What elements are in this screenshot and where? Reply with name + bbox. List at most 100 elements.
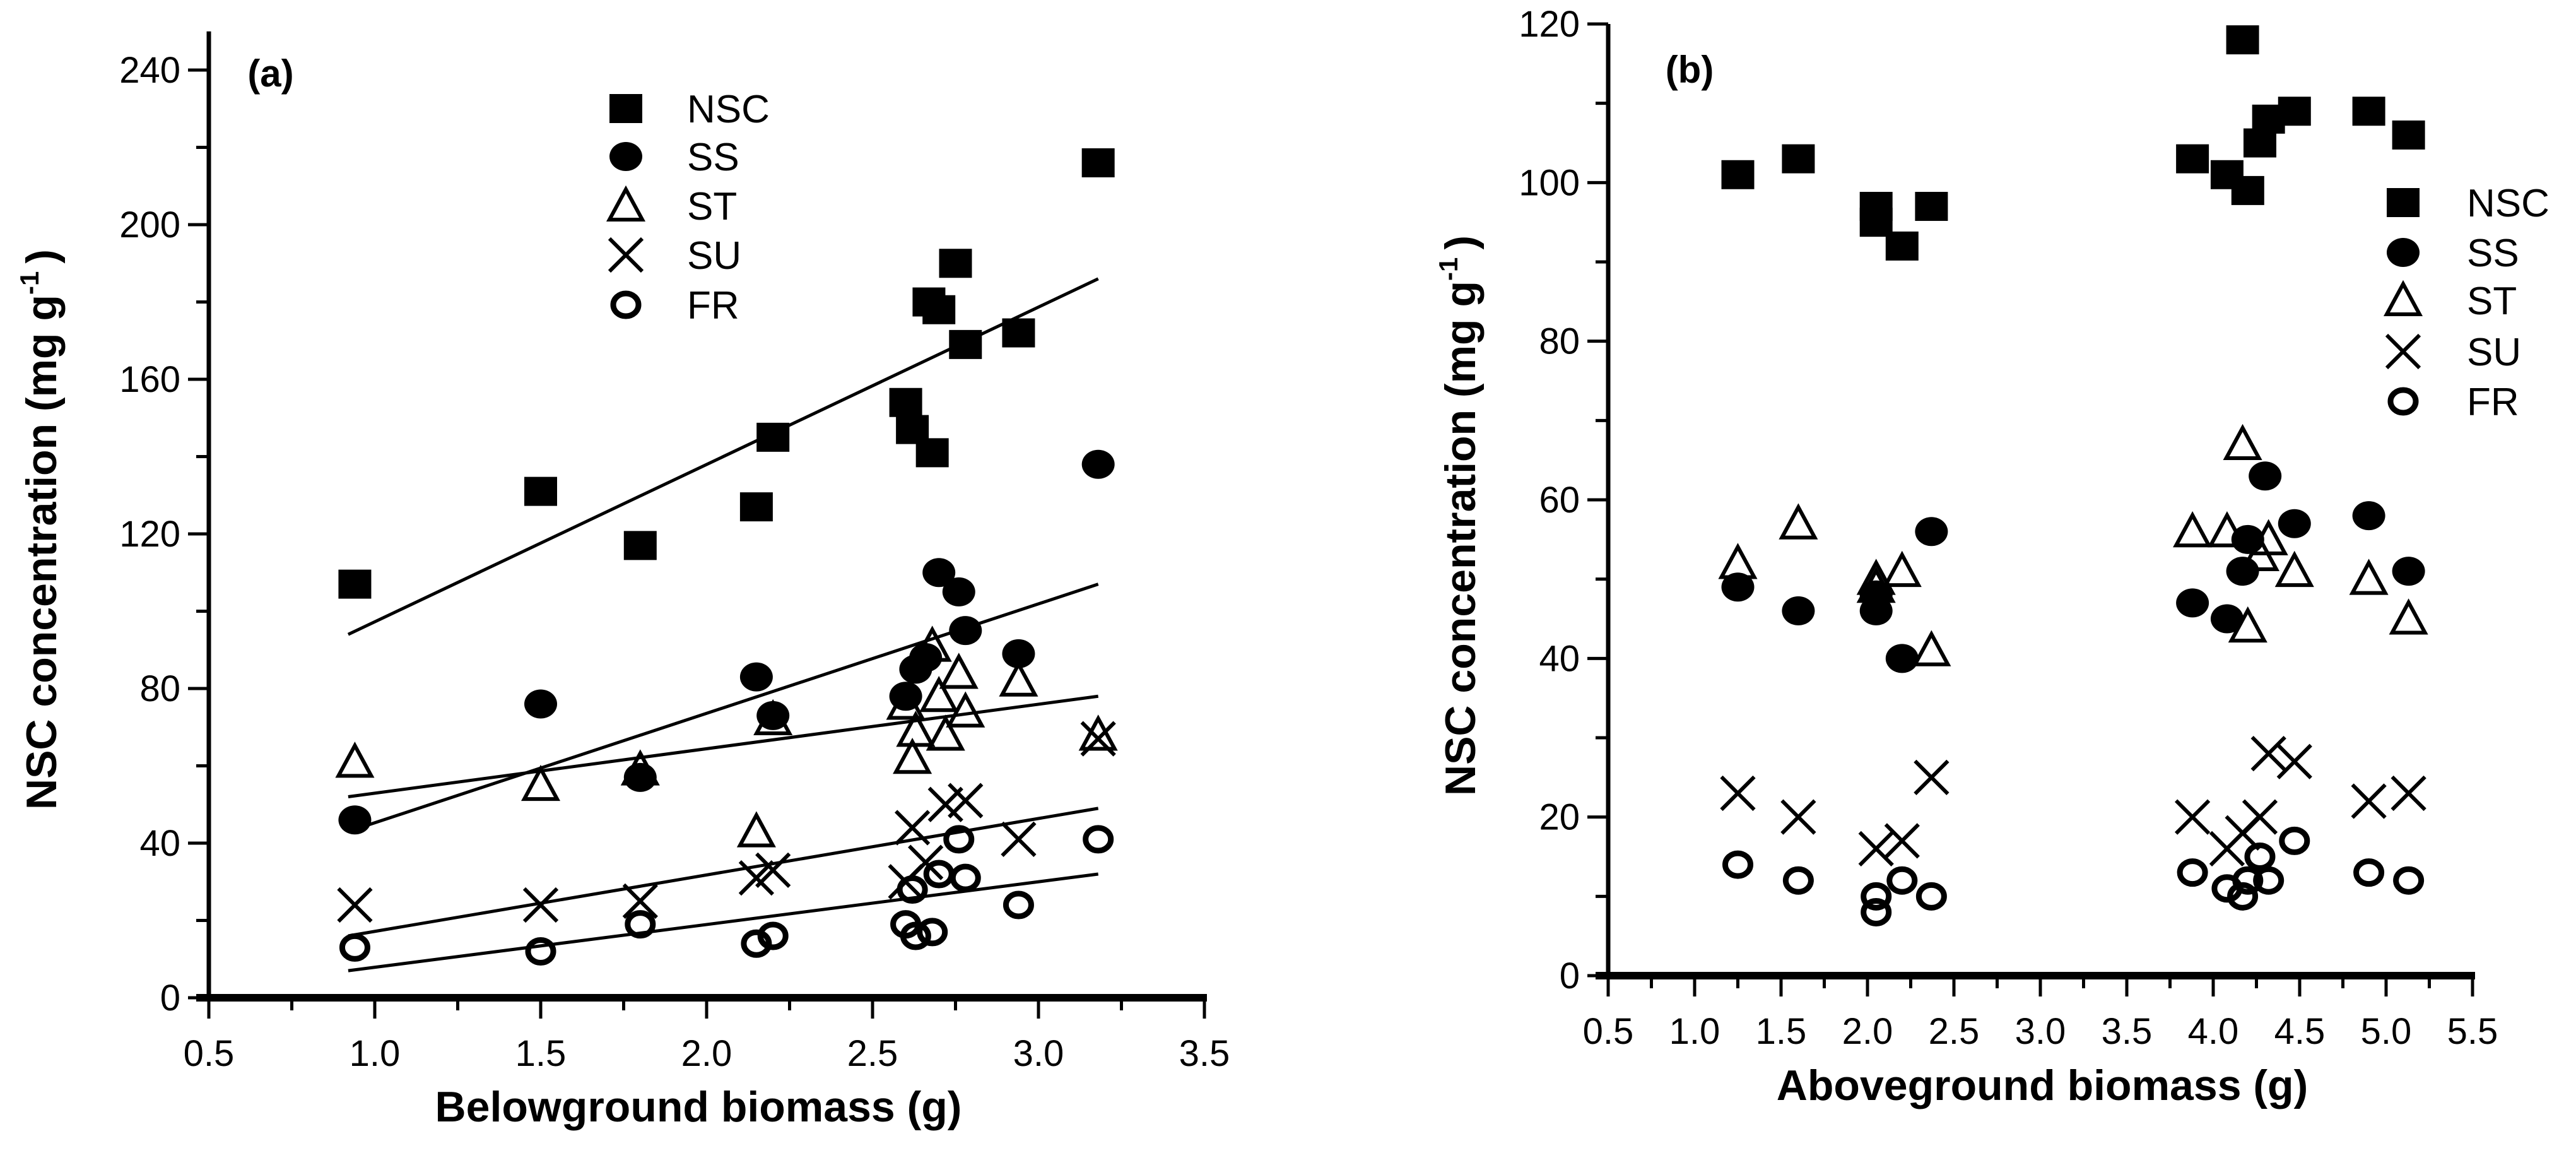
series-st	[1718, 423, 2428, 666]
x-tick-label: 4.0	[2188, 1011, 2239, 1052]
y-tick-label: 40	[139, 823, 180, 864]
panel-b: 0.5 1.0 1.5 2.0 2.5 3.0 3.5 4.0 4.5 5.0 5.5 0 20 40 60…	[1433, 4, 2550, 1109]
y-tick-label: 80	[1539, 321, 1580, 362]
data-point-ss	[1885, 644, 1919, 673]
legend-label: ST	[687, 185, 737, 228]
data-point-su	[2351, 783, 2387, 819]
x-tick-label: 1.0	[350, 1033, 401, 1074]
legend-item-nsc: NSC	[2387, 182, 2550, 225]
x-axis-title: Aboveground biomass (g)	[1777, 1061, 2308, 1109]
series-su	[1720, 736, 2426, 867]
data-point-st	[912, 625, 952, 662]
data-point-st	[896, 711, 936, 747]
data-point-nsc	[1782, 144, 1815, 174]
data-point-nsc	[949, 329, 982, 359]
series-st	[335, 625, 1118, 848]
y-axis-title-close: )	[18, 249, 66, 264]
data-point-nsc	[939, 249, 972, 278]
data-point-fr	[2232, 866, 2264, 895]
y-tick-label: 100	[1519, 162, 1580, 203]
legend-item-su: SU	[608, 234, 741, 278]
legend-marker-nsc	[609, 94, 642, 123]
data-point-ss	[949, 616, 982, 646]
x-tick-label: 4.5	[2274, 1011, 2326, 1052]
legend-item-ss: SS	[609, 136, 739, 179]
panel-label: (a)	[247, 52, 293, 95]
data-point-ss	[2392, 557, 2425, 586]
data-point-nsc	[1915, 192, 1948, 222]
data-point-nsc	[524, 476, 557, 506]
data-point-nsc	[739, 492, 773, 522]
panel-a: 0.5 1.0 1.5 2.0 2.5 3.0 3.5 0 40 80 120 160 200 240 Be…	[15, 31, 1230, 1131]
data-point-fr	[1861, 897, 1892, 926]
data-point-nsc	[889, 387, 922, 417]
series-ss	[1721, 461, 2425, 673]
series-nsc	[338, 148, 1115, 636]
data-point-ss	[1721, 572, 1755, 602]
data-point-su	[2391, 775, 2426, 812]
data-point-ss	[1782, 596, 1815, 625]
data-point-st	[335, 742, 375, 778]
legend-item-fr: FR	[2387, 381, 2519, 424]
legend-label: ST	[2467, 280, 2517, 323]
data-point-st	[919, 675, 959, 712]
data-point-fr	[625, 910, 656, 939]
data-point-nsc	[756, 422, 790, 452]
data-point-fr	[943, 825, 975, 854]
data-point-su	[1858, 831, 1894, 867]
y-tick-label: 20	[1539, 797, 1580, 838]
data-point-st	[620, 749, 660, 786]
x-tick-label: 3.0	[1013, 1033, 1064, 1074]
data-point-ss	[524, 689, 557, 719]
x-tick-label: 3.5	[2102, 1011, 2153, 1052]
data-point-su	[1914, 759, 1950, 795]
legend-marker-fr	[610, 290, 642, 319]
data-point-su	[2174, 799, 2211, 835]
data-point-su	[2250, 736, 2286, 772]
data-point-nsc	[338, 569, 372, 599]
y-tick-label: 240	[119, 50, 180, 91]
data-point-nsc	[623, 531, 657, 560]
legend-marker-nsc	[2387, 188, 2420, 217]
data-point-fr	[900, 921, 931, 950]
y-axis-title-close: )	[1437, 235, 1485, 250]
data-point-nsc	[2278, 97, 2311, 126]
data-point-st	[2228, 606, 2267, 643]
data-point-fr	[897, 875, 928, 904]
legend-item-st: ST	[606, 185, 737, 228]
legend-item-fr: FR	[610, 284, 739, 328]
data-point-fr	[2393, 866, 2425, 895]
data-point-st	[2173, 511, 2213, 548]
data-point-fr	[1782, 866, 1814, 895]
data-point-ss	[2210, 604, 2244, 634]
legend-label: SS	[2467, 232, 2519, 275]
data-point-ss	[942, 577, 975, 606]
data-point-st	[2207, 511, 2247, 548]
data-point-nsc	[1885, 231, 1919, 261]
data-point-nsc	[1002, 318, 1035, 348]
x-tick-label: 0.5	[1583, 1011, 1634, 1052]
data-point-fr	[757, 921, 789, 950]
legend-label: FR	[687, 284, 739, 328]
data-point-fr	[1886, 866, 1918, 895]
data-point-ss	[739, 662, 773, 692]
y-tick-label: 60	[1539, 480, 1580, 521]
y-tick-label: 0	[160, 978, 180, 1019]
x-tick-label: 2.0	[1842, 1011, 1893, 1052]
data-point-st	[520, 764, 561, 801]
data-point-nsc	[1721, 160, 1755, 189]
data-point-st	[939, 653, 979, 689]
data-point-fr	[1083, 825, 1114, 854]
data-point-su	[1080, 721, 1116, 757]
data-point-nsc	[2231, 175, 2264, 205]
data-point-su	[908, 844, 944, 880]
legend-marker-su	[2385, 333, 2421, 370]
y-axis-title-sup: -1	[15, 271, 44, 295]
data-point-fr	[2177, 858, 2208, 887]
y-tick-label: 0	[1560, 955, 1580, 996]
data-point-fr	[2244, 843, 2276, 871]
data-point-su	[1884, 823, 1920, 859]
x-axis-title: Belowground biomass (g)	[435, 1083, 962, 1131]
x-tick-label: 3.5	[1179, 1033, 1230, 1074]
x-tick-label: 0.5	[184, 1033, 235, 1074]
